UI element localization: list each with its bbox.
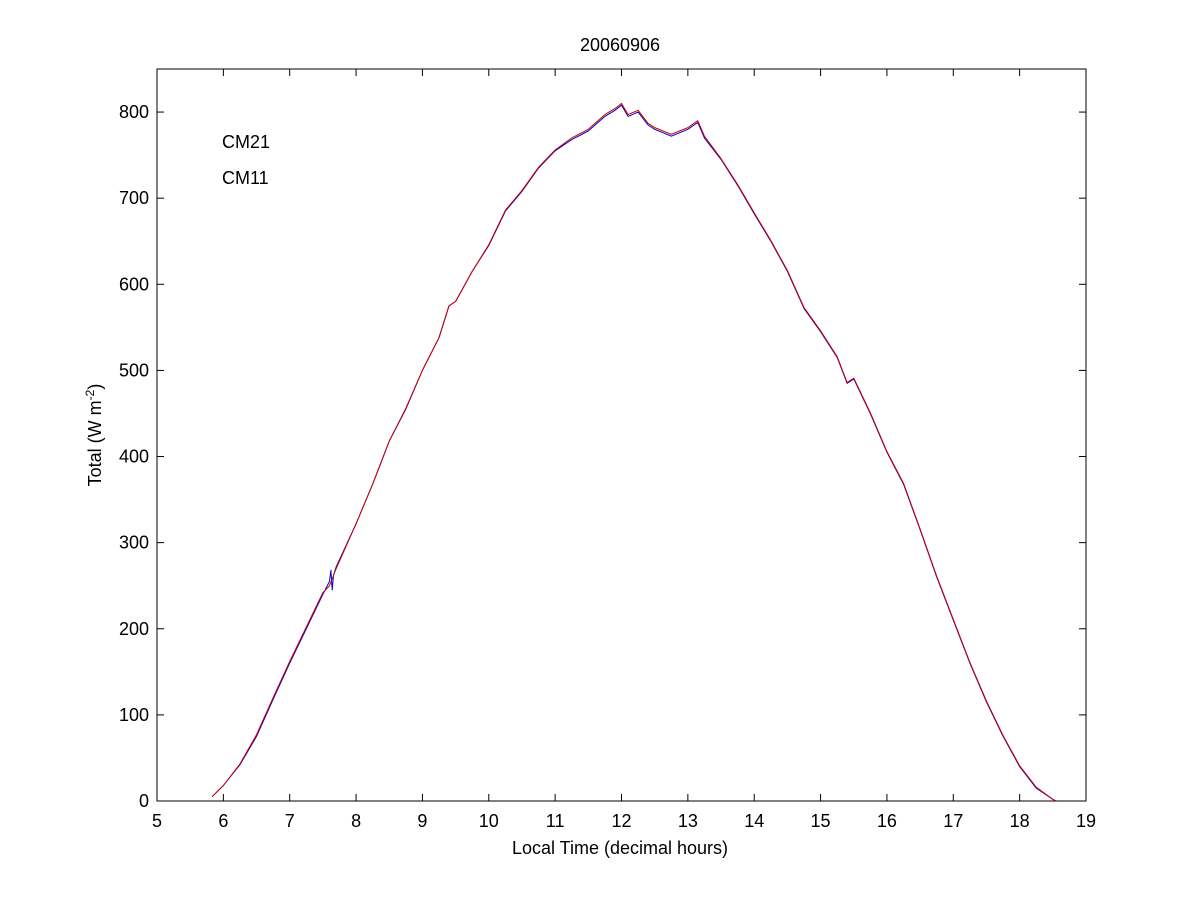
y-tick-label: 200 [119,619,149,639]
x-tick-label: 19 [1076,811,1096,831]
y-tick-label: 500 [119,360,149,380]
y-tick-label: 800 [119,102,149,122]
x-tick-label: 17 [943,811,963,831]
x-tick-label: 7 [285,811,295,831]
x-tick-label: 16 [877,811,897,831]
x-axis-label: Local Time (decimal hours) [512,838,728,858]
series-line-cm11 [211,102,1057,802]
x-tick-label: 12 [611,811,631,831]
x-tick-label: 9 [417,811,427,831]
x-tick-label: 14 [744,811,764,831]
x-tick-label: 15 [811,811,831,831]
legend-entry-cm21: CM21 [222,132,270,152]
x-tick-label: 10 [479,811,499,831]
chart-title: 20060906 [580,35,660,55]
x-tick-label: 8 [351,811,361,831]
y-tick-label: 600 [119,274,149,294]
x-tick-label: 18 [1010,811,1030,831]
y-tick-label: 700 [119,188,149,208]
y-axis-label: Total (W m-2) [83,384,105,487]
y-tick-label: 400 [119,447,149,467]
legend-entry-cm11: CM11 [222,168,269,188]
x-axis: 5 6 7 8 9 10 11 12 13 14 15 16 17 18 19 [152,69,1096,831]
y-axis: 0 100 200 300 400 500 600 700 800 [119,102,1086,811]
x-tick-label: 11 [546,811,565,831]
x-tick-label: 13 [678,811,698,831]
legend: CM21 CM11 [222,132,270,188]
series-lines [211,102,1057,802]
y-tick-label: 300 [119,533,149,553]
y-axis-label-superscript: -2 [83,389,97,400]
x-tick-label: 6 [218,811,228,831]
y-axis-label-main: Total (W m [85,400,105,486]
y-tick-label: 0 [139,791,149,811]
y-tick-label: 100 [119,705,149,725]
plot-area: 5 6 7 8 9 10 11 12 13 14 15 16 17 18 19 01002003004005… [119,68,1096,831]
x-tick-label: 5 [152,811,162,831]
y-axis-label-close: ) [85,384,105,390]
